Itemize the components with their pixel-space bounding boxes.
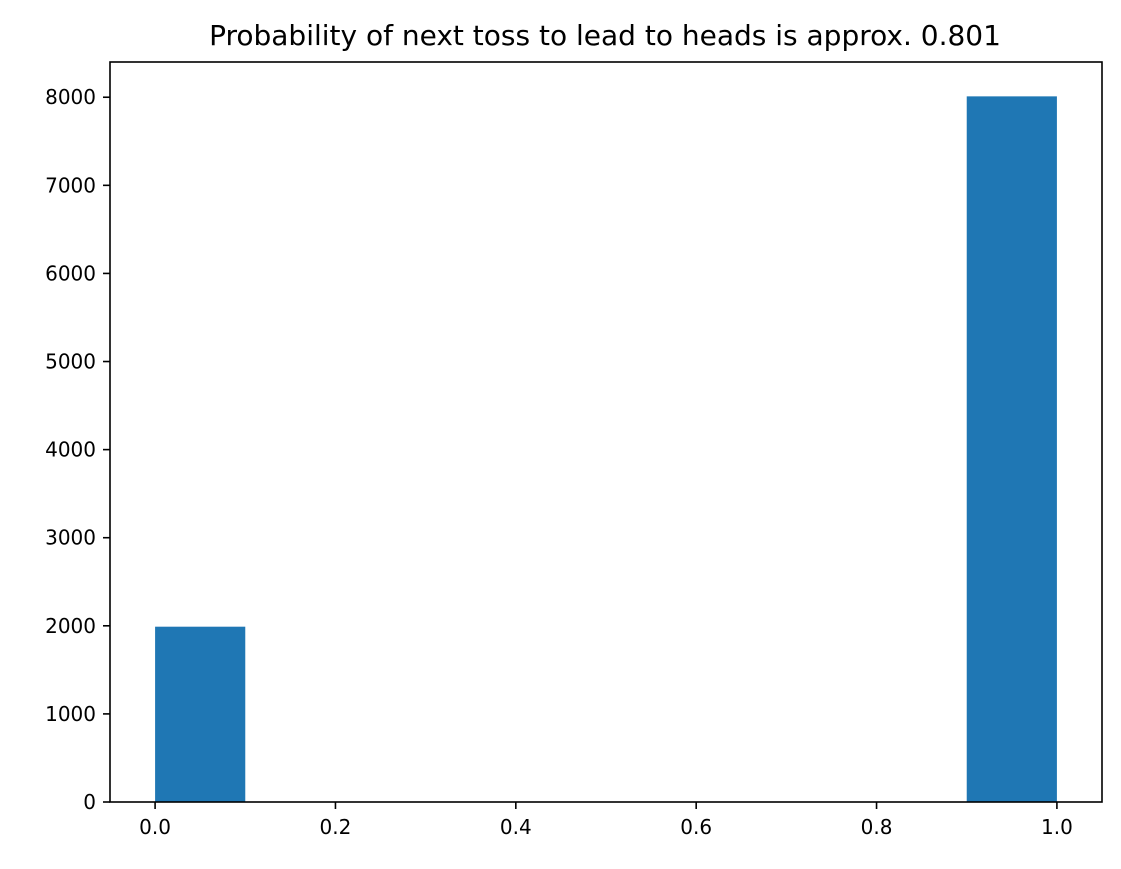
y-tick-label: 0	[83, 790, 96, 814]
y-tick-label: 4000	[45, 438, 96, 462]
x-tick-label: 0.0	[139, 815, 171, 839]
bars-group	[155, 96, 1057, 803]
x-tick-label: 1.0	[1041, 815, 1073, 839]
y-tick-label: 6000	[45, 261, 96, 285]
x-tick-label: 0.2	[320, 815, 352, 839]
chart-title: Probability of next toss to lead to head…	[209, 19, 1001, 52]
histogram-bar-0	[155, 626, 246, 802]
x-tick-label: 0.4	[500, 815, 532, 839]
plot-frame	[109, 61, 1103, 803]
y-tick-label: 2000	[45, 614, 96, 638]
y-tick-label: 3000	[45, 526, 96, 550]
histogram-bar-9	[966, 96, 1057, 803]
y-tick-label: 1000	[45, 702, 96, 726]
x-tick-label: 0.6	[680, 815, 712, 839]
y-tick-label: 7000	[45, 173, 96, 197]
y-axis: 0 1000 2000 3000 4000 5000 6000 7000 8000	[45, 85, 110, 814]
y-tick-label: 8000	[45, 85, 96, 109]
x-tick-label: 0.8	[861, 815, 893, 839]
x-axis: 0.0 0.2 0.4 0.6 0.8 1.0	[139, 802, 1073, 839]
y-tick-label: 5000	[45, 350, 96, 374]
